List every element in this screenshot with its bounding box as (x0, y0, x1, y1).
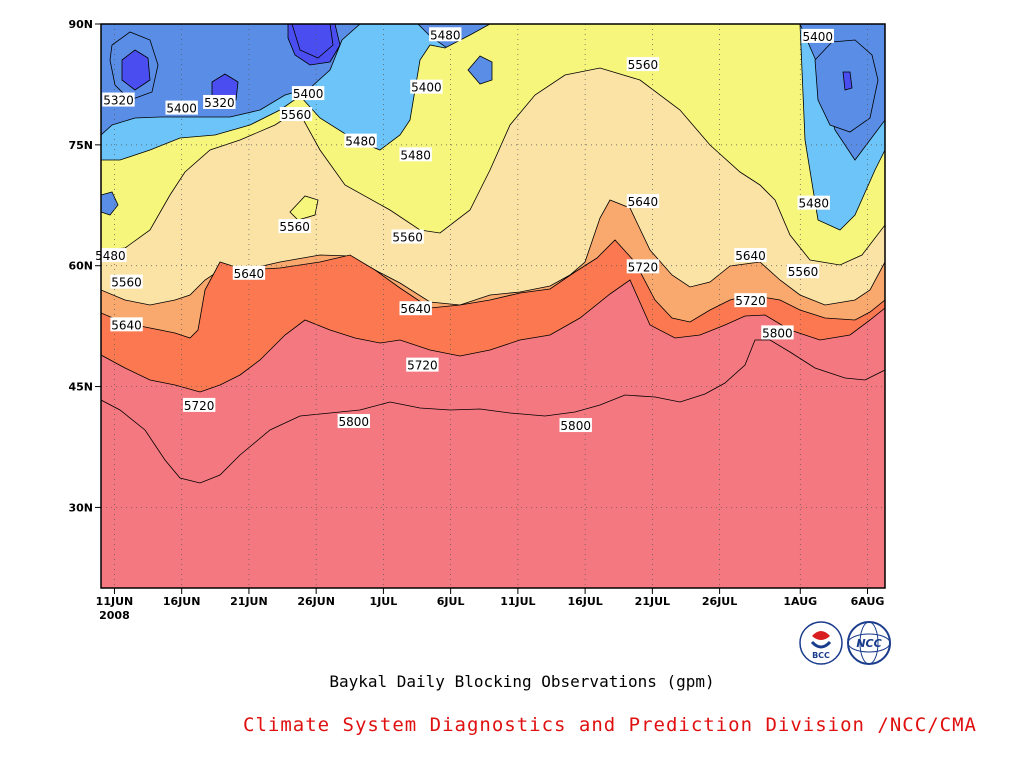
contour-label-18: 5480 (798, 197, 829, 211)
contour-label-19: 5560 (788, 265, 819, 279)
ncc-logo-label: NCC (856, 637, 881, 650)
contour-label-box-0 (102, 92, 135, 107)
contour-label-12: 5560 (392, 231, 423, 245)
contour-label-24: 5800 (762, 326, 793, 340)
contour-label-17: 5640 (735, 249, 766, 263)
x-tick-label-7: 16JUL (567, 595, 602, 608)
contour-label-box-15 (110, 274, 143, 289)
contour-label-1: 5400 (166, 102, 197, 116)
ncc-logo-icon: NCC (847, 621, 891, 665)
contour-label-box-1 (165, 100, 198, 115)
contour-label-box-9 (626, 57, 660, 72)
chart-title: Baykal Daily Blocking Observations (gpm) (329, 672, 715, 691)
x-tick-label-11: 6AUG (851, 595, 885, 608)
contour-label-23: 5720 (735, 294, 766, 308)
x-tick-label-2: 21JUN (230, 595, 268, 608)
contour-labels: 5320 5400 5320 5400 5560 5480 5480 5400 5480 5560… (94, 27, 834, 433)
contour-label-7: 5400 (411, 81, 442, 95)
contour-label-16: 5640 (234, 267, 265, 281)
x-tick-label-9: 26JUL (702, 595, 737, 608)
bcc-logo-icon: BCC (799, 621, 843, 665)
contour-label-26: 5720 (184, 399, 215, 413)
contour-label-28: 5800 (560, 419, 591, 433)
contour-label-20: 5640 (111, 318, 142, 332)
contour-label-box-11 (278, 219, 311, 234)
credit-line: Climate System Diagnostics and Predictio… (243, 714, 977, 736)
x-tick-label-4: 1JUL (370, 595, 398, 608)
x-tick-label-5: 6JUL (437, 595, 465, 608)
contour-label-27: 5800 (339, 415, 370, 429)
contour-label-25: 5720 (407, 359, 438, 373)
contour-label-box-16 (232, 265, 266, 280)
contour-label-8: 5480 (400, 148, 431, 162)
contour-label-6: 5480 (430, 28, 461, 42)
x-tick-label-3: 26JUN (297, 595, 335, 608)
x-tick-label-8: 21JUL (635, 595, 670, 608)
contour-label-3: 5400 (293, 87, 324, 101)
contour-label-21: 5640 (400, 302, 431, 316)
contour-label-2: 5320 (204, 96, 235, 110)
contour-label-box-7 (410, 79, 443, 94)
contour-label-box-8 (399, 147, 432, 162)
contour-label-4: 5560 (281, 108, 312, 122)
blue-pocket-small-east (842, 71, 853, 91)
x-tick-label-6: 11JUL (500, 595, 535, 608)
band-peak (101, 339, 885, 588)
contour-label-box-10 (801, 28, 834, 43)
blue-pocket-5400-arctic (467, 55, 493, 85)
contour-label-box-2 (203, 94, 236, 109)
blue-pocket-5560-ring (289, 195, 319, 221)
contour-label-box-18 (797, 195, 830, 210)
contour-label-box-13 (626, 194, 660, 209)
y-tick-label-1: 45N (68, 381, 93, 394)
contour-label-14: 5480 (95, 249, 126, 263)
contour-label-box-12 (391, 229, 424, 244)
blue-core-north (291, 24, 334, 59)
contour-label-box-28 (559, 418, 592, 433)
contour-label-10: 5400 (802, 30, 833, 44)
axis-ticks: 11JUN 16JUN 21JUN 26JUN 1JUL 6JUL 11JUL 16JUL 21… (68, 18, 884, 622)
plot-frame (100, 23, 886, 589)
y-tick-label-3: 75N (68, 139, 93, 152)
y-tick-label-4: 90N (68, 18, 93, 31)
x-year-label: 2008 (99, 609, 130, 622)
contour-label-box-24 (761, 325, 794, 340)
contour-label-box-6 (429, 27, 462, 42)
contour-label-box-26 (182, 397, 216, 412)
contour-label-5: 5480 (345, 135, 376, 149)
contour-label-0: 5320 (103, 94, 134, 108)
contour-label-box-14 (94, 248, 127, 263)
y-tick-label-0: 30N (68, 501, 93, 514)
x-tick-label-10: 1AUG (783, 595, 817, 608)
blue-pocket-west-edge (101, 191, 119, 216)
contour-label-13: 5640 (628, 195, 659, 209)
contour-label-15: 5560 (111, 276, 142, 290)
x-tick-label-1: 16JUN (163, 595, 201, 608)
blue-core-west (121, 49, 151, 91)
contour-label-box-22 (626, 259, 660, 274)
x-tick-label-0: 11JUN (96, 595, 134, 608)
y-tick-label-2: 60N (68, 260, 93, 273)
contour-label-box-4 (279, 107, 313, 122)
contour-label-box-20 (110, 317, 143, 332)
contour-label-box-23 (734, 293, 767, 308)
contour-label-box-27 (337, 414, 371, 429)
contour-label-box-17 (734, 248, 767, 263)
contour-label-box-3 (291, 86, 325, 101)
contour-label-11: 5560 (279, 220, 310, 234)
contour-label-22: 5720 (628, 260, 659, 274)
contour-label-box-25 (406, 357, 439, 372)
contour-label-box-5 (344, 133, 377, 148)
contour-label-box-19 (786, 264, 820, 279)
contour-label-box-21 (399, 301, 432, 316)
contour-label-9: 5560 (628, 58, 659, 72)
bcc-logo-label: BCC (812, 651, 830, 660)
